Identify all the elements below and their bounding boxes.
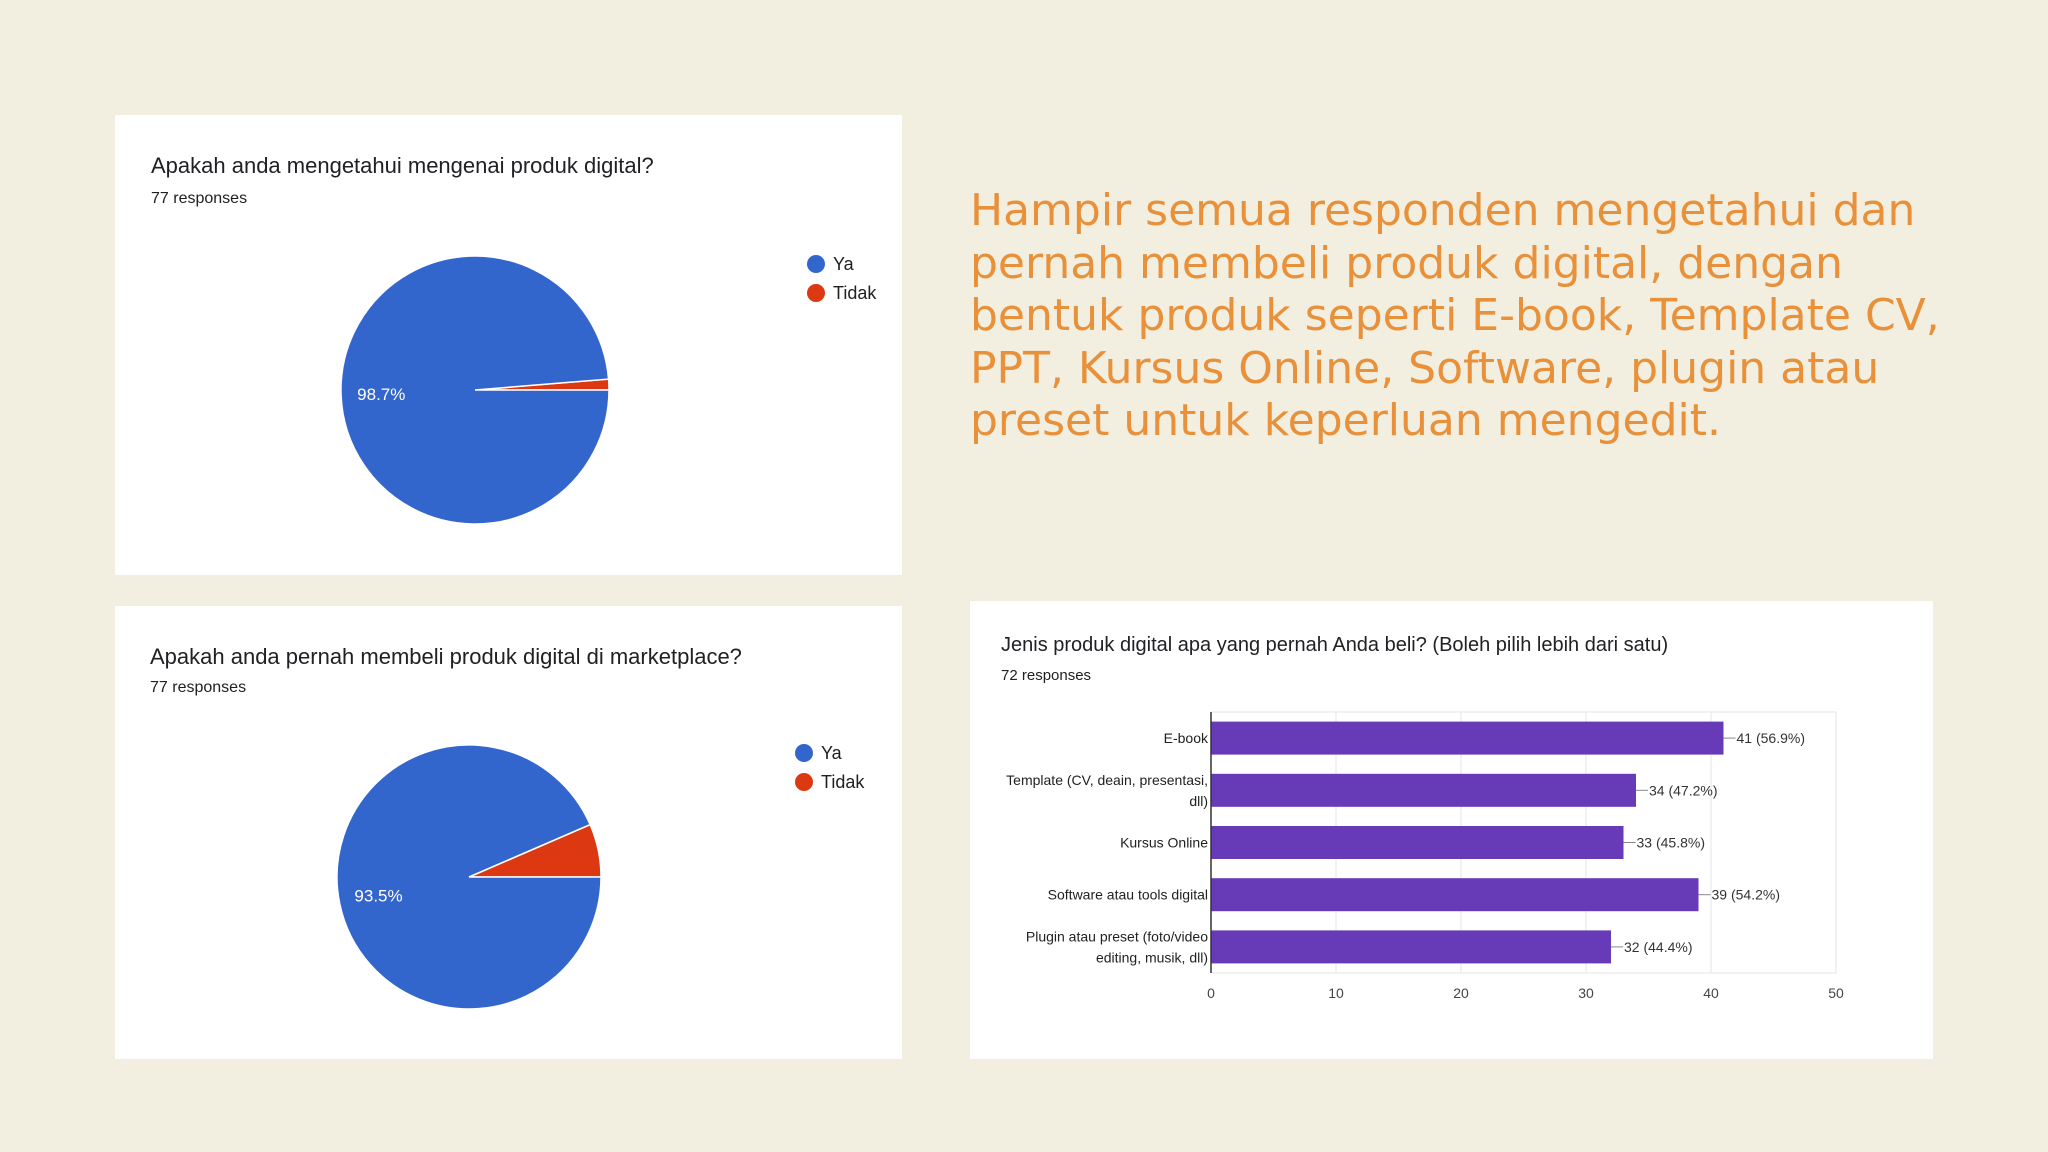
x-tick-label: 30 [1578,985,1594,1001]
bar-data-label: 32 (44.4%) [1624,939,1692,955]
chart-title: Apakah anda mengetahui mengenai produk d… [151,153,654,178]
legend-label-tidak: Tidak [833,283,877,303]
bar-data-label: 41 (56.9%) [1737,730,1805,746]
bar [1211,878,1699,912]
category-label: E-book [1164,730,1209,746]
pie-data-label: 98.7% [357,385,405,404]
bar [1211,826,1624,859]
pie-chart-purchase: 93.5% Ya Tidak [336,743,865,1010]
category-label: Kursus Online [1120,835,1208,851]
bar-data-label: 39 (54.2%) [1712,887,1780,903]
chart-responses: 77 responses [151,190,248,207]
pie-data-label: 93.5% [354,887,402,906]
legend-label-ya: Ya [821,743,843,763]
legend-swatch-tidak [807,284,825,302]
x-tick-label: 20 [1453,985,1469,1001]
chart-title: Apakah anda pernah membeli produk digita… [150,644,742,669]
chart-responses: 72 responses [1001,667,1092,684]
legend-swatch-ya [807,255,825,273]
category-label: Software atau tools digital [1048,887,1208,903]
chart-responses: 77 responses [150,679,247,696]
legend-label-ya: Ya [833,254,855,274]
pie-card-purchase: Apakah anda pernah membeli produk digita… [115,606,902,1059]
chart-title: Jenis produk digital apa yang pernah And… [1001,634,1669,656]
pie-card-knowledge: Apakah anda mengetahui mengenai produk d… [115,115,902,575]
category-label: Template (CV, deain, presentasi, [1006,772,1208,788]
category-label: Plugin atau preset (foto/video [1026,928,1208,944]
bar [1211,773,1636,807]
bar-data-label: 33 (45.8%) [1637,835,1705,851]
pie-slice-ya [336,744,602,1010]
x-tick-label: 10 [1328,985,1344,1001]
x-tick-label: 40 [1703,985,1719,1001]
bar-chart-products: 0 10 20 30 40 50 41 (56.9%) E-book 34 (47.2%) Tem… [1006,711,1844,1001]
pie-slice-ya [340,255,610,525]
x-tick-label: 50 [1828,985,1844,1001]
bar [1211,930,1611,964]
pie-chart-knowledge: 98.7% Ya Tidak [340,254,877,525]
category-label: editing, musik, dll) [1096,949,1208,965]
bar [1211,721,1724,755]
legend-swatch-ya [795,744,813,762]
legend-label-tidak: Tidak [821,772,865,792]
legend-swatch-tidak [795,773,813,791]
bar-card-products: Jenis produk digital apa yang pernah And… [970,601,1933,1059]
bar-data-label: 34 (47.2%) [1649,782,1717,798]
category-label: dll) [1189,793,1208,809]
headline-text: Hampir semua responden mengetahui dan pe… [970,185,1940,446]
x-tick-label: 0 [1207,985,1215,1001]
